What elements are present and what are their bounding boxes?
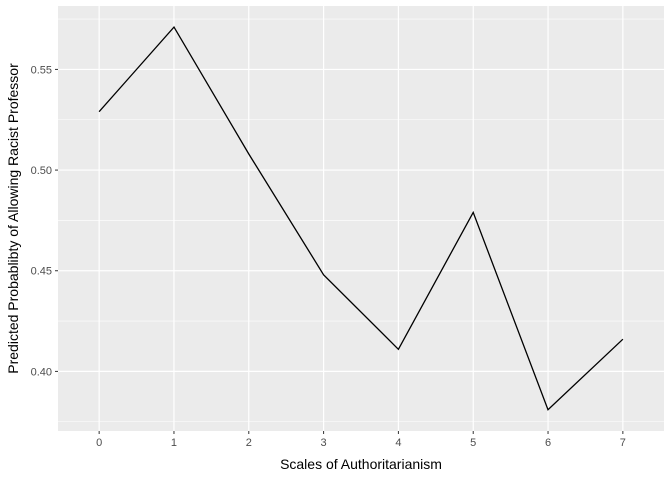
plot-panel xyxy=(58,6,664,431)
major-grid xyxy=(58,6,664,431)
y-axis-title: Predicted Probablibty of Allowing Racist… xyxy=(5,63,21,374)
y-tick-label: 0.50 xyxy=(31,165,52,177)
x-tick-label: 5 xyxy=(470,437,476,449)
x-axis-title: Scales of Authoritarianism xyxy=(280,456,442,472)
x-tick-label: 2 xyxy=(246,437,252,449)
y-tick-label: 0.40 xyxy=(31,366,52,378)
x-tick-label: 6 xyxy=(545,437,551,449)
minor-grid xyxy=(58,18,664,423)
series-line xyxy=(98,25,624,411)
x-tick-label: 0 xyxy=(96,437,102,449)
x-tick-label: 3 xyxy=(321,437,327,449)
x-tick-label: 4 xyxy=(395,437,401,449)
x-tick-label: 7 xyxy=(620,437,626,449)
y-tick-label: 0.45 xyxy=(31,266,52,278)
y-axis-ticks: 0.40 0.45 0.50 0.55 xyxy=(31,64,58,378)
y-tick-label: 0.55 xyxy=(31,64,52,76)
x-tick-label: 1 xyxy=(171,437,177,449)
x-axis-ticks: 0 1 2 3 4 5 6 7 xyxy=(96,431,626,449)
